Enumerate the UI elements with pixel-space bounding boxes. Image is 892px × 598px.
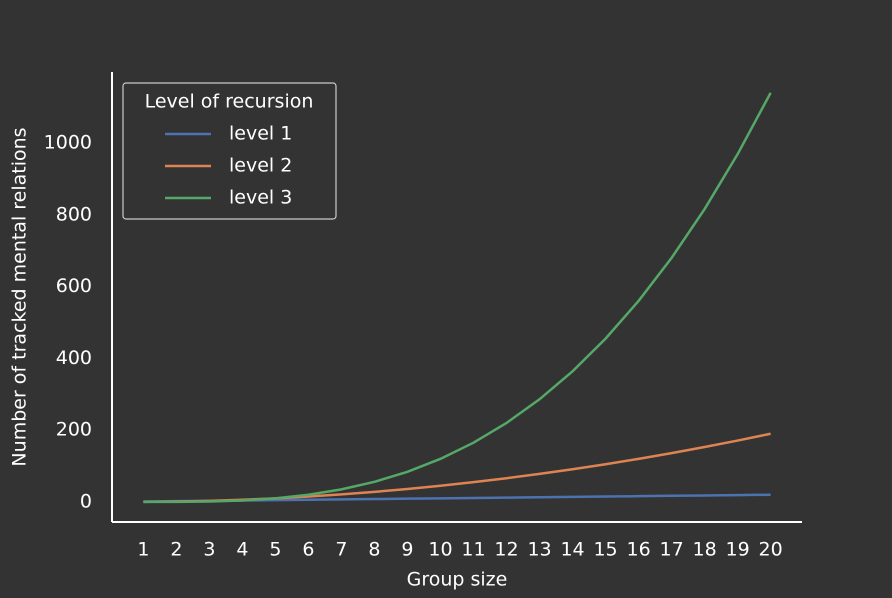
x-tick-label: 14 bbox=[560, 539, 584, 561]
x-tick-label: 9 bbox=[401, 539, 413, 561]
x-tick-label: 11 bbox=[461, 539, 485, 561]
x-tick-label: 17 bbox=[659, 539, 683, 561]
x-tick-label: 6 bbox=[302, 539, 314, 561]
y-tick-label: 600 bbox=[56, 275, 92, 297]
x-tick-label: 20 bbox=[759, 539, 783, 561]
y-tick-label: 1000 bbox=[44, 132, 92, 154]
x-tick-label: 19 bbox=[726, 539, 750, 561]
y-axis-label: Number of tracked mental relations bbox=[9, 127, 31, 466]
legend-title: Level of recursion bbox=[145, 91, 314, 113]
legend-box bbox=[122, 82, 337, 220]
x-tick-label: 10 bbox=[428, 539, 452, 561]
legend-label: level 3 bbox=[229, 187, 292, 209]
legend-label: level 2 bbox=[229, 155, 292, 177]
x-tick-label: 1 bbox=[137, 539, 149, 561]
legend-label: level 1 bbox=[229, 123, 292, 145]
x-tick-label: 7 bbox=[335, 539, 347, 561]
x-tick-label: 13 bbox=[527, 539, 551, 561]
line bbox=[143, 432, 771, 504]
x-axis-label: Group size bbox=[407, 569, 508, 591]
x-tick-label: 3 bbox=[203, 539, 215, 561]
x-tick-label: 8 bbox=[368, 539, 380, 561]
x-tick-label: 4 bbox=[236, 539, 248, 561]
line bbox=[143, 92, 772, 504]
x-tick-label: 2 bbox=[170, 539, 182, 561]
y-tick-label: 0 bbox=[80, 490, 92, 512]
x-tick-label: 12 bbox=[494, 539, 518, 561]
y-tick-label: 200 bbox=[56, 419, 92, 441]
y-tick-label: 800 bbox=[56, 203, 92, 225]
y-tick-label: 400 bbox=[56, 347, 92, 369]
x-tick-label: 5 bbox=[269, 539, 281, 561]
x-tick-label: 15 bbox=[593, 539, 617, 561]
x-tick-label: 18 bbox=[693, 539, 717, 561]
x-tick-label: 16 bbox=[626, 539, 650, 561]
